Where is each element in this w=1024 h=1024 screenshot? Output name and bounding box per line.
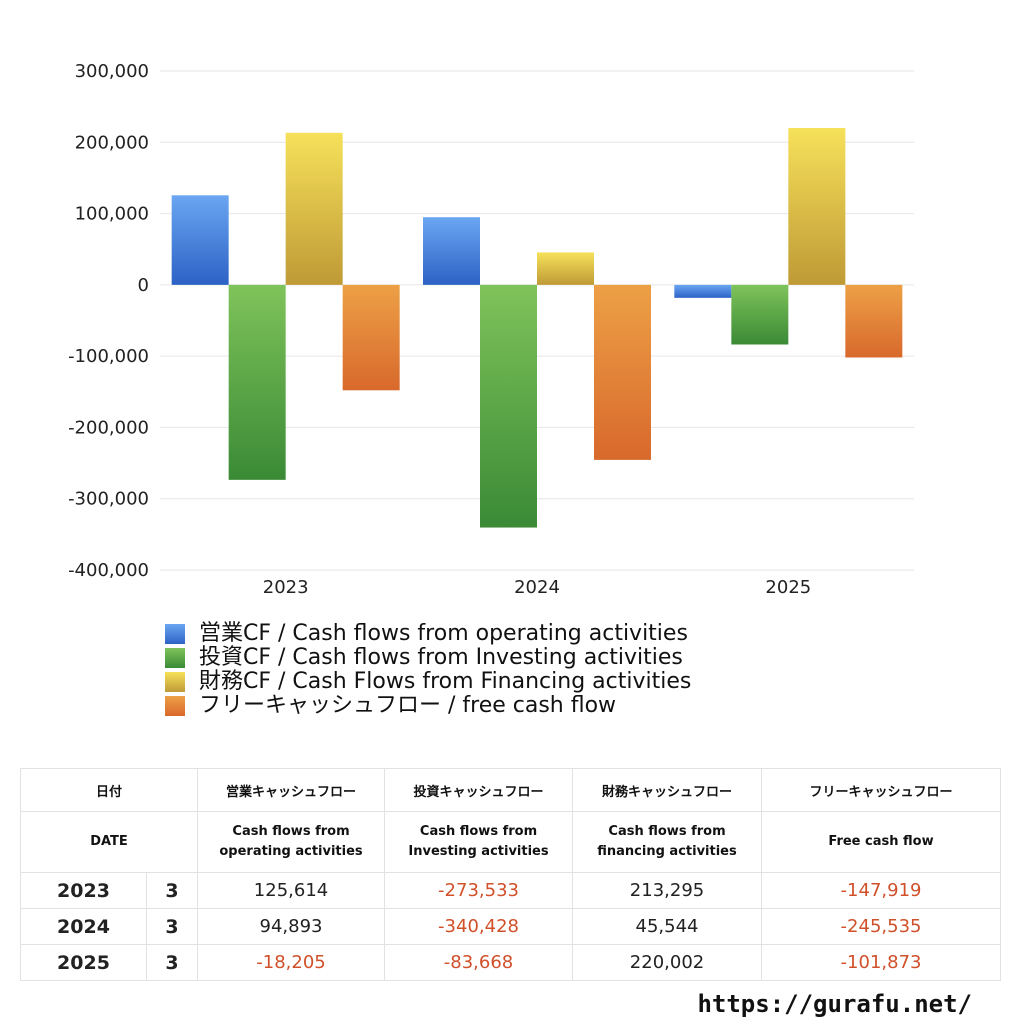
cash-flow-bar-chart: 300,000 200,000 100,000 0 -100,000 -200,000 -3… bbox=[68, 61, 914, 598]
cell-investing: -83,668 bbox=[384, 944, 574, 981]
bar-investing-2023 bbox=[228, 284, 286, 480]
cell-financing: 213,295 bbox=[572, 872, 763, 909]
row-month: 3 bbox=[145, 872, 199, 909]
bar-financing-2024 bbox=[537, 252, 594, 285]
row-year: 2025 bbox=[20, 944, 147, 981]
table-row: 2024 3 94,893 -340,428 45,544 -245,535 bbox=[20, 908, 1002, 945]
bar-free-cash-flow-2023 bbox=[342, 284, 400, 391]
bar-free-cash-flow-2025 bbox=[845, 284, 903, 358]
header-operating-en-line1: Cash flows from bbox=[232, 824, 350, 839]
header-free-cash-flow-jp: フリーキャッシュフロー bbox=[761, 768, 1002, 812]
bar-operating-2023 bbox=[171, 195, 229, 285]
y-tick-label: 0 bbox=[138, 275, 149, 296]
bar-operating-2024 bbox=[423, 217, 480, 285]
legend-label-investing: 投資CF / Cash flows from Investing activit… bbox=[199, 645, 683, 670]
header-operating-en: Cash flows from operating activities bbox=[197, 811, 386, 873]
row-year: 2023 bbox=[20, 872, 147, 909]
y-tick-label: -300,000 bbox=[68, 489, 149, 510]
y-tick-label: 100,000 bbox=[75, 204, 149, 225]
y-tick-label: -100,000 bbox=[68, 346, 149, 367]
table-header-row-jp: 日付 営業キャッシュフロー 投資キャッシュフロー 財務キャッシュフロー フリーキ… bbox=[19, 768, 1002, 812]
y-tick-label: 300,000 bbox=[75, 61, 149, 82]
row-month: 3 bbox=[145, 908, 199, 945]
cell-financing: 45,544 bbox=[572, 908, 763, 945]
x-tick-label-2023: 2023 bbox=[263, 577, 309, 598]
header-investing-en-line1: Cash flows from bbox=[419, 824, 538, 839]
header-financing-en-line1: Cash flows from bbox=[608, 824, 726, 839]
header-financing-en-line2: financing activities bbox=[597, 844, 737, 859]
legend-swatch-financing bbox=[165, 672, 185, 692]
bar-investing-2024 bbox=[480, 284, 537, 528]
bar-financing-2023 bbox=[285, 132, 343, 285]
cell-free-cash-flow: -147,919 bbox=[761, 872, 1002, 909]
header-operating-jp: 営業キャッシュフロー bbox=[197, 768, 386, 812]
bar-free-cash-flow-2024 bbox=[594, 284, 651, 460]
legend-swatch-free-cash-flow bbox=[165, 696, 185, 716]
header-financing-jp: 財務キャッシュフロー bbox=[572, 768, 763, 812]
y-tick-label: 200,000 bbox=[75, 132, 149, 153]
legend-label-operating: 営業CF / Cash flows from operating activit… bbox=[199, 621, 688, 646]
table-row: 2025 3 -18,205 -83,668 220,002 -101,873 bbox=[20, 944, 1002, 981]
table-header-row-en: DATE Cash flows from operating activities… bbox=[19, 811, 1002, 873]
legend-label-financing: 財務CF / Cash Flows from Financing activit… bbox=[199, 669, 692, 694]
cell-free-cash-flow: -101,873 bbox=[761, 944, 1002, 981]
bar-investing-2025 bbox=[731, 284, 789, 345]
cash-flow-table: 日付 営業キャッシュフロー 投資キャッシュフロー 財務キャッシュフロー フリーキ… bbox=[19, 768, 1002, 981]
header-date-jp: 日付 bbox=[19, 768, 199, 812]
legend-item-free-cash-flow: フリーキャッシュフロー / free cash flow bbox=[165, 694, 691, 718]
cell-operating: -18,205 bbox=[197, 944, 386, 981]
legend-item-operating: 営業CF / Cash flows from operating activit… bbox=[165, 622, 691, 646]
legend-swatch-investing bbox=[165, 648, 185, 668]
header-investing-jp: 投資キャッシュフロー bbox=[384, 768, 574, 812]
header-free-cash-flow-en: Free cash flow bbox=[761, 811, 1002, 873]
cell-operating: 125,614 bbox=[197, 872, 386, 909]
cell-investing: -273,533 bbox=[384, 872, 574, 909]
header-investing-en-line2: Investing activities bbox=[408, 844, 549, 859]
cell-operating: 94,893 bbox=[197, 908, 386, 945]
row-year: 2024 bbox=[20, 908, 147, 945]
legend-item-financing: 財務CF / Cash Flows from Financing activit… bbox=[165, 670, 691, 694]
cell-financing: 220,002 bbox=[572, 944, 763, 981]
header-date-en: DATE bbox=[19, 811, 199, 873]
table-row: 2023 3 125,614 -273,533 213,295 -147,919 bbox=[20, 872, 1002, 909]
x-tick-label-2025: 2025 bbox=[765, 577, 811, 598]
cell-free-cash-flow: -245,535 bbox=[761, 908, 1002, 945]
legend-swatch-operating bbox=[165, 624, 185, 644]
legend: 営業CF / Cash flows from operating activit… bbox=[165, 622, 691, 718]
legend-label-free-cash-flow: フリーキャッシュフロー / free cash flow bbox=[199, 693, 617, 718]
bar-financing-2025 bbox=[788, 128, 846, 285]
chart-svg: 300,000 200,000 100,000 0 -100,000 -200,000 -3… bbox=[68, 61, 914, 598]
site-url: https://gurafu.net/ bbox=[697, 990, 972, 1018]
bar-operating-2025 bbox=[674, 284, 732, 298]
y-tick-label: -200,000 bbox=[68, 417, 149, 438]
header-investing-en: Cash flows from Investing activities bbox=[384, 811, 574, 873]
legend-item-investing: 投資CF / Cash flows from Investing activit… bbox=[165, 646, 691, 670]
header-operating-en-line2: operating activities bbox=[219, 844, 363, 859]
cell-investing: -340,428 bbox=[384, 908, 574, 945]
y-tick-label: -400,000 bbox=[68, 560, 149, 581]
header-financing-en: Cash flows from financing activities bbox=[572, 811, 763, 873]
row-month: 3 bbox=[145, 944, 199, 981]
x-tick-label-2024: 2024 bbox=[514, 577, 560, 598]
